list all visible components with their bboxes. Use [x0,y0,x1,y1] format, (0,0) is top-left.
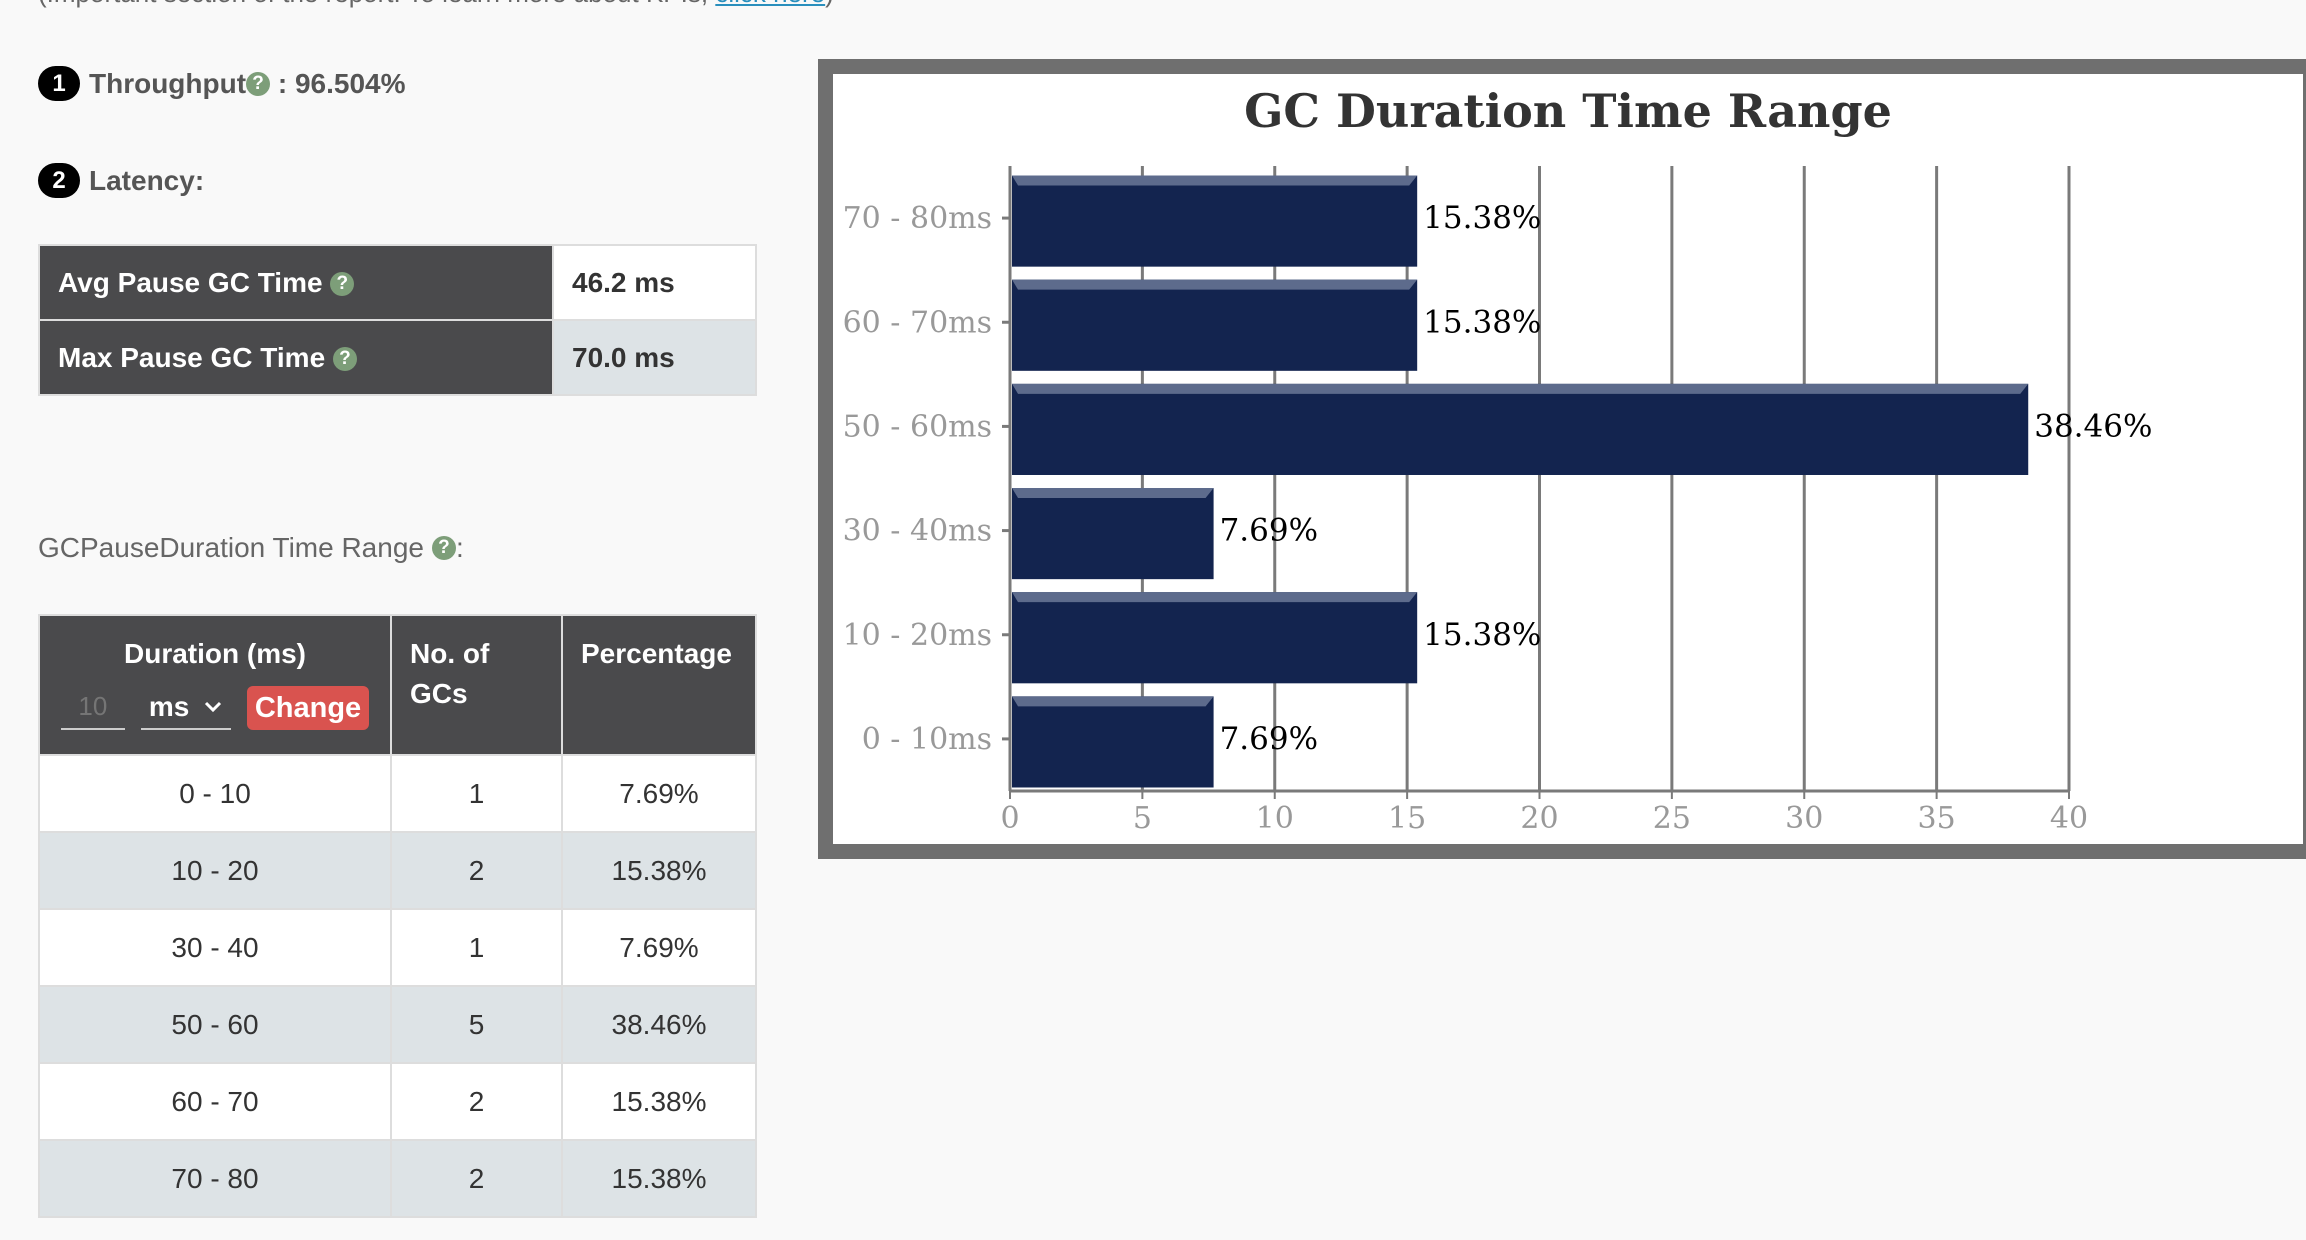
intro-close: ) [825,0,834,8]
y-tick-label: 60 - 70ms [843,305,992,340]
x-tick-label: 25 [1653,801,1691,836]
bar-bevel [1012,592,1418,603]
percentage-cell: 15.38% [561,1062,757,1141]
max-pause-label-cell: Max Pause GC Time ? [38,319,554,396]
table-row: 0 - 10 1 7.69% [38,754,757,833]
percentage-cell: 7.69% [561,908,757,987]
percentage-cell: 38.46% [561,985,757,1064]
percentage-cell: 7.69% [561,754,757,833]
latency-label: Latency: [89,164,205,196]
avg-pause-label: Avg Pause GC Time [58,266,323,298]
unit-select-value: ms [148,691,190,722]
help-icon[interactable]: ? [431,536,456,560]
table-row: 70 - 80 2 15.38% [38,1139,757,1218]
gc-duration-chart: GC Duration Time Range 0 5 10 15 20 25 30 35 40 7… [818,59,2306,859]
bar [1012,383,2029,475]
bar-bevel [1012,696,1214,707]
y-tick-label: 70 - 80ms [843,201,992,236]
intro-text: (Important section of the report. To lea… [38,0,715,8]
bar-bevel [1012,279,1418,290]
avg-pause-value: 46.2 ms [552,244,757,321]
data-label: 7.69% [1220,513,1318,549]
x-tick-label: 35 [1918,801,1956,836]
x-tick-label: 5 [1133,801,1152,836]
data-label: 15.38% [1423,200,1541,236]
count-header: No. of GCs [390,614,563,756]
help-icon[interactable]: ? [246,71,271,96]
kpi-number-badge: 2 [38,163,80,198]
bar-bevel [1012,383,2029,394]
latency-kpi: 2 Latency: [38,163,204,198]
bar [1012,592,1418,684]
y-tick-label: 50 - 60ms [843,409,992,444]
throughput-kpi: 1 Throughput ? : 96.504% [38,66,405,101]
range-cell: 70 - 80 [38,1139,392,1218]
data-label: 7.69% [1220,721,1318,757]
count-cell: 2 [390,1139,563,1218]
kpi-help-link[interactable]: click here [715,0,825,8]
help-icon[interactable]: ? [332,347,357,372]
duration-header: Duration (ms) ms Change [38,614,392,756]
change-button[interactable]: Change [246,686,370,730]
pause-range-title-text: GCPauseDuration Time Range [38,532,424,563]
latency-table: Avg Pause GC Time ? 46.2 ms Max Pause GC… [38,244,757,396]
count-cell: 1 [390,908,563,987]
chart-title: GC Duration Time Range [1244,84,1892,138]
y-tick-label: 0 - 10ms [862,722,992,757]
table-row: 30 - 40 1 7.69% [38,908,757,987]
count-cell: 1 [390,754,563,833]
bar [1012,279,1418,371]
data-label: 15.38% [1423,617,1541,653]
x-tick-label: 10 [1256,801,1294,836]
range-cell: 60 - 70 [38,1062,392,1141]
x-tick-label: 30 [1785,801,1823,836]
y-tick-label: 30 - 40ms [843,514,992,549]
chevron-down-icon [204,701,221,713]
table-row: 50 - 60 5 38.46% [38,985,757,1064]
count-cell: 2 [390,1062,563,1141]
throughput-label: Throughput [89,67,247,99]
table-header-row: Duration (ms) ms Change No. of GCs Perce… [38,614,757,756]
x-tick-label: 20 [1520,801,1558,836]
max-pause-label: Max Pause GC Time [58,341,326,373]
x-tick-label: 0 [1000,801,1019,836]
table-row: Max Pause GC Time ? 70.0 ms [38,319,757,396]
bar-bevel [1012,488,1214,499]
table-row: Avg Pause GC Time ? 46.2 ms [38,244,757,321]
pause-duration-table: Duration (ms) ms Change No. of GCs Perce… [38,614,757,1218]
x-tick-label: 40 [2050,801,2088,836]
count-cell: 5 [390,985,563,1064]
range-cell: 0 - 10 [38,754,392,833]
range-cell: 50 - 60 [38,985,392,1064]
kpi-intro-text: (Important section of the report. To lea… [38,0,834,9]
help-icon[interactable]: ? [330,272,355,297]
percentage-cell: 15.38% [561,831,757,910]
avg-pause-label-cell: Avg Pause GC Time ? [38,244,554,321]
kpi-number-badge: 1 [38,66,80,101]
bar [1012,488,1214,580]
chart-plot: 0 5 10 15 20 25 30 35 40 70 - 80ms 15.38% 60 - 70ms… [843,166,2152,836]
x-tick-label: 15 [1388,801,1426,836]
bar-bevel [1012,175,1418,186]
table-row: 60 - 70 2 15.38% [38,1062,757,1141]
max-pause-value: 70.0 ms [552,319,757,396]
range-controls: ms Change [50,684,380,730]
count-cell: 2 [390,831,563,910]
y-tick-label: 10 - 20ms [843,618,992,653]
unit-select[interactable]: ms [140,686,231,730]
bar [1012,696,1214,788]
duration-header-label: Duration (ms) [124,638,306,669]
pause-range-title: GCPauseDuration Time Range ? : [38,532,464,564]
throughput-value: : 96.504% [270,67,406,99]
range-cell: 10 - 20 [38,831,392,910]
range-cell: 30 - 40 [38,908,392,987]
pause-range-title-suffix: : [455,532,464,563]
percentage-cell: 15.38% [561,1139,757,1218]
data-label: 15.38% [1423,304,1541,340]
bar [1012,175,1418,267]
range-size-input[interactable] [60,684,125,730]
table-row: 10 - 20 2 15.38% [38,831,757,910]
percentage-header: Percentage [561,614,757,756]
data-label: 38.46% [2034,408,2152,444]
